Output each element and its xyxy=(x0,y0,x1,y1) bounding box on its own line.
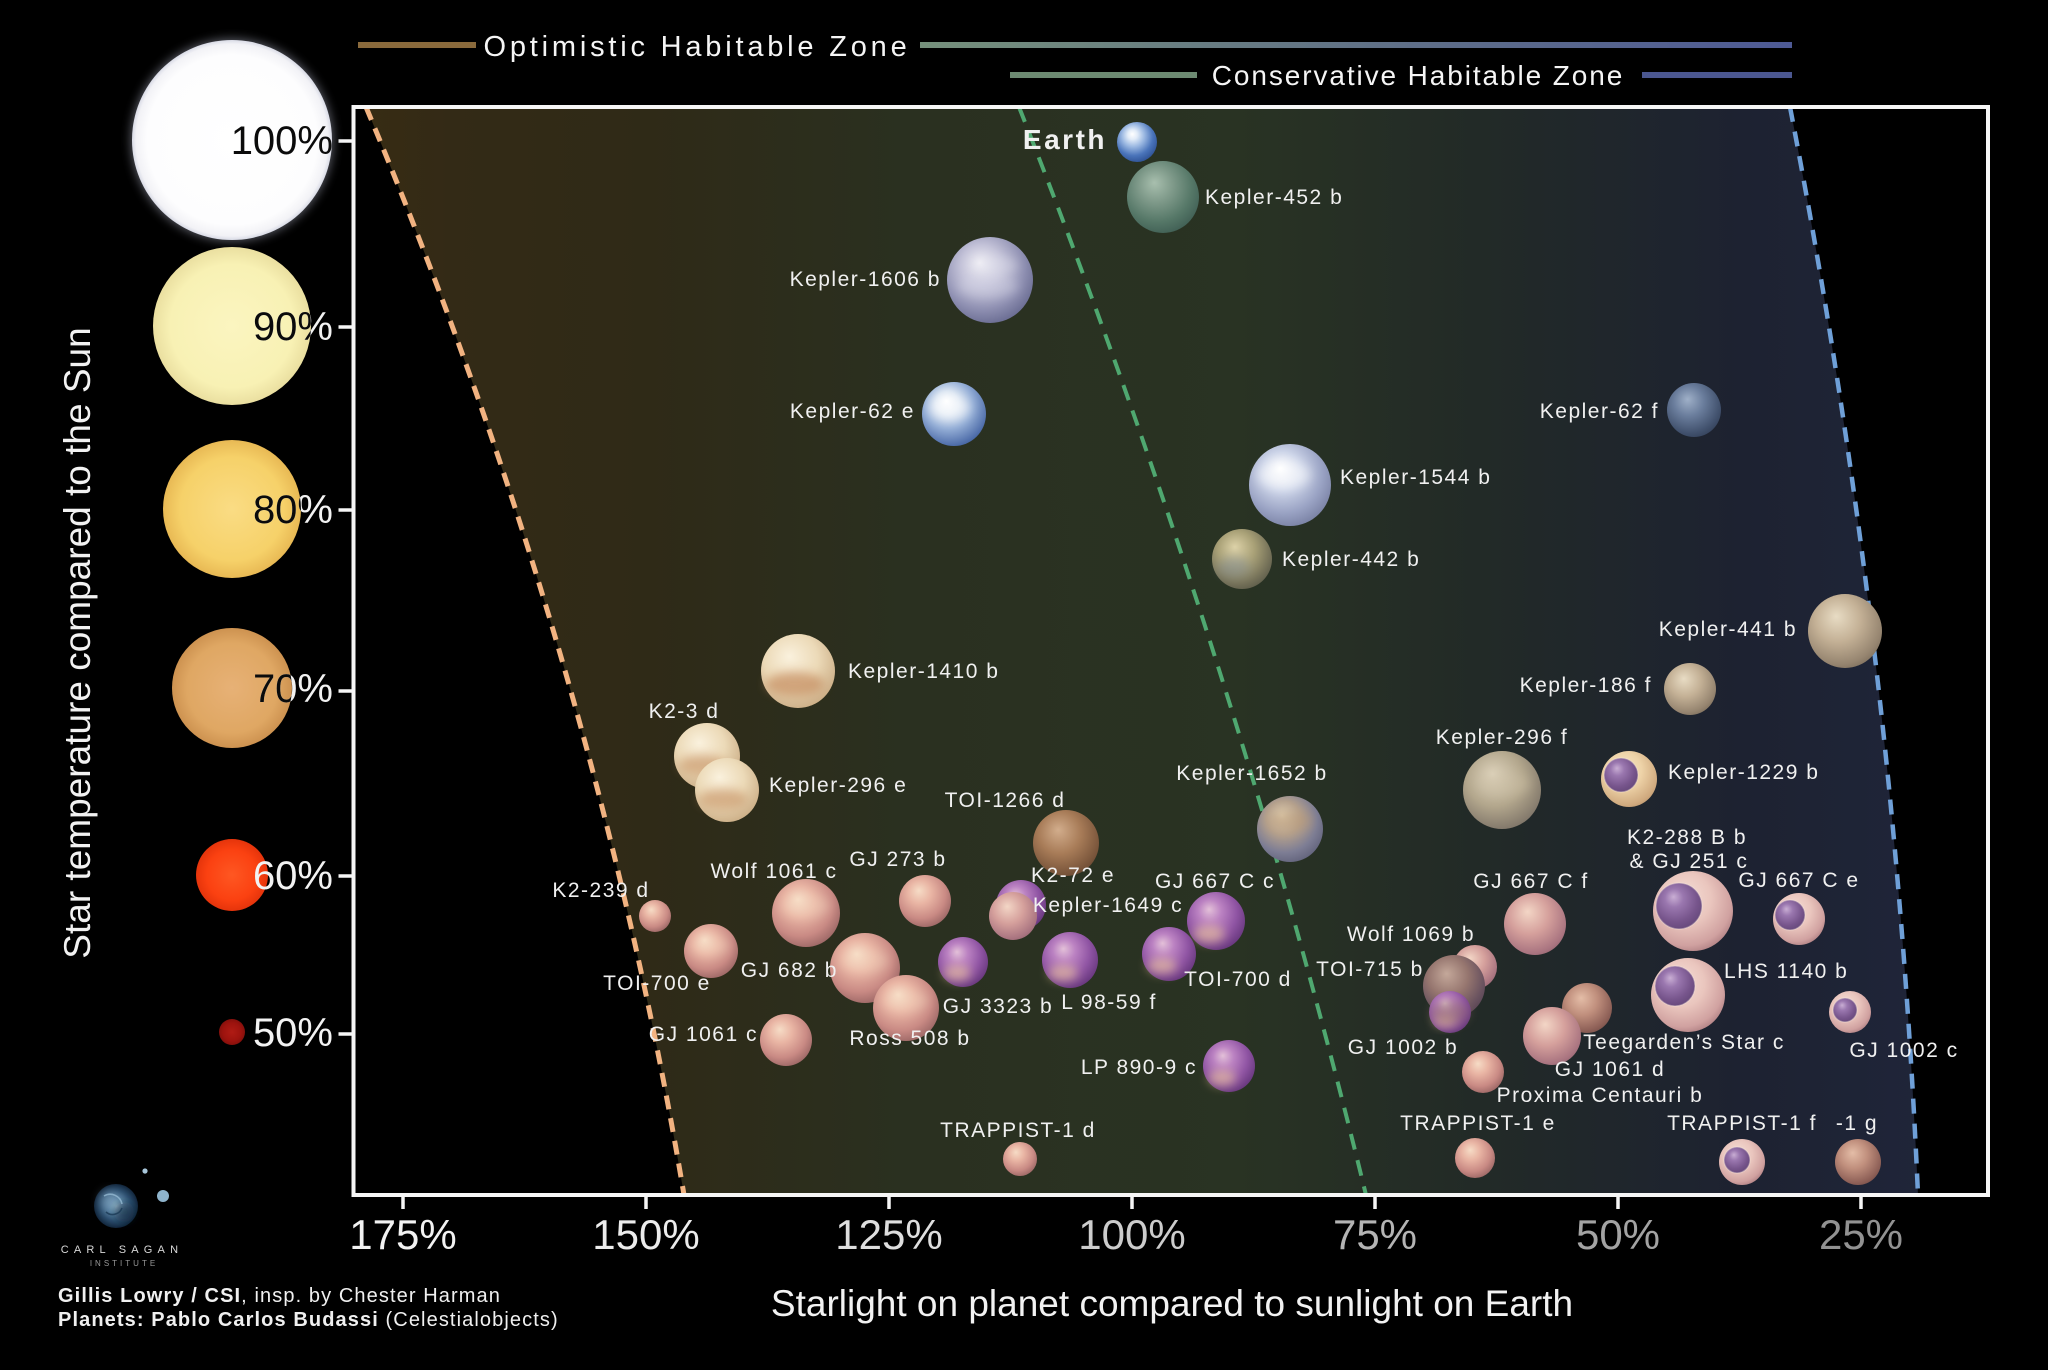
svg-text:Kepler-441 b: Kepler-441 b xyxy=(1659,618,1797,641)
svg-text:TOI-715 b: TOI-715 b xyxy=(1316,958,1424,981)
svg-text:Kepler-1649 c: Kepler-1649 c xyxy=(1033,894,1183,917)
svg-text:75%: 75% xyxy=(1333,1211,1417,1258)
svg-text:GJ 667 C c: GJ 667 C c xyxy=(1155,870,1275,893)
svg-text:50%: 50% xyxy=(253,1011,333,1055)
svg-text:Kepler-62 f: Kepler-62 f xyxy=(1540,400,1659,423)
svg-text:Earth: Earth xyxy=(1023,124,1107,155)
svg-text:Teegarden’s Star c: Teegarden’s Star c xyxy=(1583,1031,1785,1054)
svg-text:125%: 125% xyxy=(835,1211,942,1258)
svg-text:Star temperature compared to t: Star temperature compared to the Sun xyxy=(57,327,98,958)
svg-text:Ross 508 b: Ross 508 b xyxy=(849,1027,970,1050)
svg-text:LHS 1140 b: LHS 1140 b xyxy=(1724,960,1848,983)
svg-text:Starlight on planet compared t: Starlight on planet compared to sunlight… xyxy=(771,1283,1573,1324)
svg-text:Optimistic Habitable Zone: Optimistic Habitable Zone xyxy=(483,31,910,63)
svg-text:TOI-700 e: TOI-700 e xyxy=(603,972,711,995)
svg-text:90%: 90% xyxy=(253,305,333,349)
svg-text:GJ 1061 c: GJ 1061 c xyxy=(649,1023,758,1046)
svg-text:Kepler-62 e: Kepler-62 e xyxy=(790,400,915,423)
svg-text:150%: 150% xyxy=(592,1211,699,1258)
svg-text:70%: 70% xyxy=(253,667,333,711)
svg-text:TRAPPIST-1 e: TRAPPIST-1 e xyxy=(1400,1112,1556,1135)
svg-text:TOI-700 d: TOI-700 d xyxy=(1184,968,1292,991)
svg-text:50%: 50% xyxy=(1576,1211,1660,1258)
svg-text:LP 890-9 c: LP 890-9 c xyxy=(1081,1056,1197,1079)
svg-text:Conservative Habitable Zone: Conservative Habitable Zone xyxy=(1212,60,1624,91)
svg-text:Wolf 1061 c: Wolf 1061 c xyxy=(710,860,837,883)
svg-text:Planets: Pablo Carlos Budassi: Planets: Pablo Carlos Budassi (Celestial… xyxy=(58,1309,559,1331)
svg-text:175%: 175% xyxy=(349,1211,456,1258)
svg-text:100%: 100% xyxy=(231,119,333,163)
svg-text:Kepler-452 b: Kepler-452 b xyxy=(1205,186,1343,209)
svg-text:GJ 1002 c: GJ 1002 c xyxy=(1849,1039,1958,1062)
svg-text:100%: 100% xyxy=(231,119,333,163)
svg-text:-1 g: -1 g xyxy=(1836,1112,1878,1135)
svg-text:GJ 1002 b: GJ 1002 b xyxy=(1348,1036,1458,1059)
svg-text:70%: 70% xyxy=(253,667,333,711)
svg-text:& GJ 251 c: & GJ 251 c xyxy=(1630,850,1749,873)
svg-text:K2-239 d: K2-239 d xyxy=(552,879,649,902)
svg-text:Kepler-1606 b: Kepler-1606 b xyxy=(790,268,941,291)
svg-text:GJ 682 b: GJ 682 b xyxy=(741,959,838,982)
svg-text:CARL SAGAN: CARL SAGAN xyxy=(61,1244,184,1256)
svg-text:60%: 60% xyxy=(253,854,333,898)
svg-text:100%: 100% xyxy=(1078,1211,1185,1258)
svg-text:TRAPPIST-1 f: TRAPPIST-1 f xyxy=(1667,1112,1817,1135)
svg-text:L 98-59 f: L 98-59 f xyxy=(1061,991,1157,1014)
svg-text:GJ 3323 b: GJ 3323 b xyxy=(943,995,1053,1018)
svg-text:K2-72 e: K2-72 e xyxy=(1031,864,1115,887)
svg-text:Kepler-442 b: Kepler-442 b xyxy=(1282,548,1420,571)
svg-text:Proxima Centauri b: Proxima Centauri b xyxy=(1497,1084,1704,1107)
svg-text:Kepler-296 f: Kepler-296 f xyxy=(1436,726,1568,749)
svg-text:Gillis Lowry / CSI, insp. by C: Gillis Lowry / CSI, insp. by Chester Har… xyxy=(58,1285,501,1307)
svg-text:INSTITUTE: INSTITUTE xyxy=(90,1259,158,1268)
svg-text:Wolf 1069 b: Wolf 1069 b xyxy=(1347,923,1475,946)
svg-text:80%: 80% xyxy=(253,488,333,532)
svg-text:Kepler-1410 b: Kepler-1410 b xyxy=(848,660,999,683)
svg-text:90%: 90% xyxy=(253,305,333,349)
svg-text:Kepler-1229 b: Kepler-1229 b xyxy=(1668,761,1819,784)
svg-text:K2-3 d: K2-3 d xyxy=(649,700,720,723)
svg-text:GJ 667 C f: GJ 667 C f xyxy=(1473,870,1588,893)
svg-text:Kepler-296 e: Kepler-296 e xyxy=(769,774,907,797)
svg-text:GJ 667 C e: GJ 667 C e xyxy=(1738,869,1859,892)
svg-text:TRAPPIST-1 d: TRAPPIST-1 d xyxy=(940,1119,1096,1142)
svg-text:GJ 273 b: GJ 273 b xyxy=(849,848,946,871)
svg-text:Kepler-1544 b: Kepler-1544 b xyxy=(1340,466,1491,489)
svg-text:GJ 1061 d: GJ 1061 d xyxy=(1555,1058,1665,1081)
svg-text:25%: 25% xyxy=(1819,1211,1903,1258)
svg-text:Kepler-1652 b: Kepler-1652 b xyxy=(1176,762,1327,785)
svg-text:TOI-1266 d: TOI-1266 d xyxy=(945,789,1066,812)
svg-text:K2-288 B b: K2-288 B b xyxy=(1627,826,1747,849)
svg-text:Kepler-186 f: Kepler-186 f xyxy=(1520,674,1652,697)
svg-text:80%: 80% xyxy=(253,488,333,532)
